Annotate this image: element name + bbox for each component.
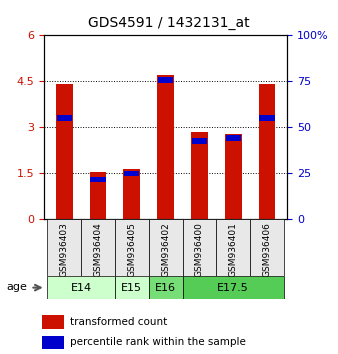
- Text: E17.5: E17.5: [217, 282, 249, 293]
- Text: GSM936401: GSM936401: [229, 222, 238, 277]
- Bar: [123, 169, 140, 219]
- FancyBboxPatch shape: [149, 219, 183, 276]
- FancyBboxPatch shape: [149, 276, 183, 299]
- Text: transformed count: transformed count: [70, 317, 167, 327]
- FancyBboxPatch shape: [250, 219, 284, 276]
- Bar: [42, 315, 64, 329]
- Bar: [225, 133, 242, 219]
- Bar: [42, 336, 64, 349]
- Bar: [91, 177, 106, 182]
- FancyBboxPatch shape: [81, 219, 115, 276]
- Text: E16: E16: [155, 282, 176, 293]
- FancyBboxPatch shape: [115, 276, 149, 299]
- Text: age: age: [7, 282, 28, 292]
- Bar: [158, 77, 173, 82]
- Bar: [56, 115, 72, 121]
- Text: GSM936403: GSM936403: [60, 222, 69, 277]
- Text: E15: E15: [121, 282, 142, 293]
- Text: GSM936404: GSM936404: [94, 222, 102, 277]
- Text: GSM936405: GSM936405: [127, 222, 136, 277]
- FancyBboxPatch shape: [47, 219, 81, 276]
- FancyBboxPatch shape: [216, 219, 250, 276]
- FancyBboxPatch shape: [115, 219, 149, 276]
- Bar: [260, 115, 275, 121]
- Bar: [124, 171, 140, 176]
- FancyBboxPatch shape: [183, 276, 284, 299]
- FancyBboxPatch shape: [47, 276, 115, 299]
- Bar: [192, 138, 207, 144]
- Bar: [226, 136, 241, 141]
- Text: GDS4591 / 1432131_at: GDS4591 / 1432131_at: [88, 16, 250, 30]
- Bar: [259, 85, 275, 219]
- Bar: [191, 132, 208, 219]
- Text: GSM936400: GSM936400: [195, 222, 204, 277]
- Bar: [157, 75, 174, 219]
- Bar: [90, 172, 106, 219]
- Text: GSM936402: GSM936402: [161, 222, 170, 277]
- Text: E14: E14: [71, 282, 92, 293]
- Bar: [56, 85, 73, 219]
- Text: GSM936406: GSM936406: [263, 222, 271, 277]
- Text: percentile rank within the sample: percentile rank within the sample: [70, 337, 245, 348]
- FancyBboxPatch shape: [183, 219, 216, 276]
